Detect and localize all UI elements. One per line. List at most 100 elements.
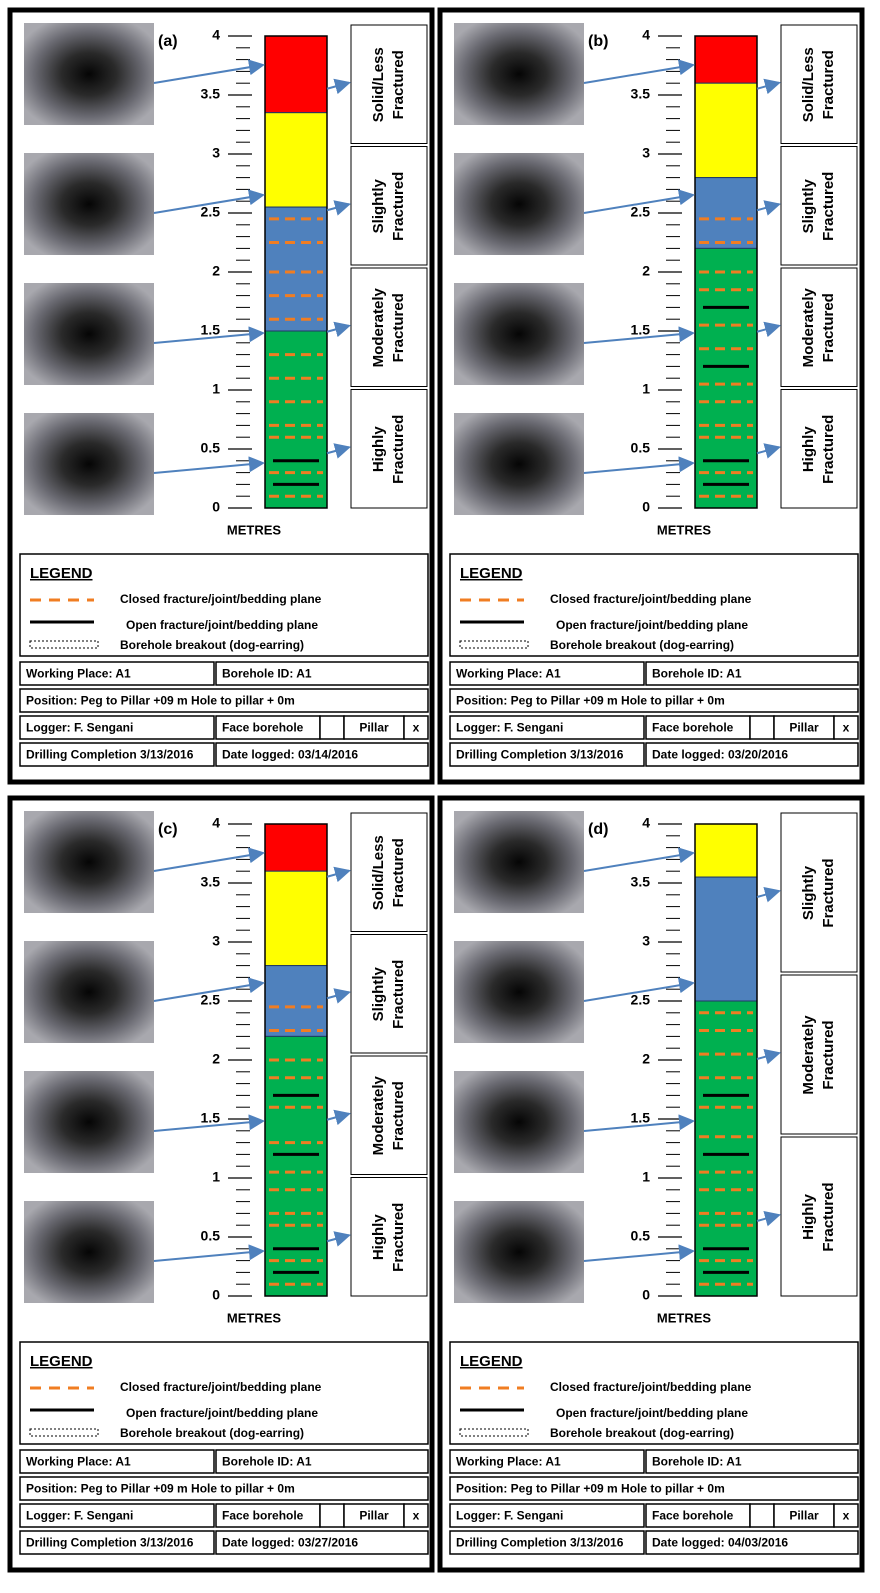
legend-open: Open fracture/joint/bedding plane — [556, 618, 748, 632]
y-tick-label: 0 — [642, 499, 650, 515]
class-label-line: Fractured — [820, 293, 837, 362]
class-label-line: Fractured — [390, 1081, 407, 1150]
y-tick-label: 2.5 — [631, 992, 651, 1008]
zone — [695, 178, 757, 249]
legend-open: Open fracture/joint/bedding plane — [556, 1406, 748, 1420]
zone — [695, 1001, 757, 1296]
y-tick-label: 1 — [212, 1169, 220, 1185]
y-tick-label: 1.5 — [631, 322, 651, 338]
panel: 00.511.522.533.54METRES(a)Solid/LessFrac… — [10, 10, 432, 782]
borehole-photo — [24, 23, 154, 125]
legend-open: Open fracture/joint/bedding plane — [126, 1406, 318, 1420]
drilling-completion: Drilling Completion 3/13/2016 — [456, 1536, 624, 1550]
legend-breakout-swatch — [30, 1429, 98, 1436]
position: Position: Peg to Pillar +09 m Hole to pi… — [456, 1482, 725, 1496]
borehole-photo — [24, 1071, 154, 1173]
legend-open: Open fracture/joint/bedding plane — [126, 618, 318, 632]
drilling-completion: Drilling Completion 3/13/2016 — [26, 748, 194, 762]
position: Position: Peg to Pillar +09 m Hole to pi… — [456, 694, 725, 708]
legend-closed: Closed fracture/joint/bedding plane — [120, 592, 322, 606]
y-tick-label: 1 — [642, 1169, 650, 1185]
pillar: Pillar — [789, 721, 819, 735]
y-tick-label: 3 — [642, 145, 650, 161]
y-tick-label: 0.5 — [201, 440, 221, 456]
legend-breakout: Borehole breakout (dog-earring) — [550, 1426, 734, 1440]
date-logged: Date logged: 03/27/2016 — [222, 1536, 358, 1550]
face-borehole: Face borehole — [652, 721, 734, 735]
y-tick-label: 0.5 — [201, 1228, 221, 1244]
borehole-photo — [24, 811, 154, 913]
face-borehole: Face borehole — [222, 721, 304, 735]
y-tick-label: 2 — [642, 1051, 650, 1067]
class-label-line: Highly — [800, 1193, 817, 1239]
class-label-line: Slightly — [800, 179, 817, 234]
panel-label: (c) — [158, 821, 178, 838]
borehole-photo — [454, 23, 584, 125]
pillar-mark: x — [413, 721, 420, 735]
logger: Logger: F. Sengani — [26, 721, 133, 735]
legend-title: LEGEND — [30, 1353, 93, 1370]
face-borehole: Face borehole — [222, 1509, 304, 1523]
zone — [265, 871, 327, 965]
class-label-line: Fractured — [820, 415, 837, 484]
class-label-line: Moderately — [800, 1015, 817, 1095]
drilling-completion: Drilling Completion 3/13/2016 — [456, 748, 624, 762]
class-label-line: Moderately — [370, 288, 387, 368]
axis-label: METRES — [227, 1310, 282, 1325]
legend-closed: Closed fracture/joint/bedding plane — [550, 1380, 752, 1394]
class-label-line: Fractured — [390, 50, 407, 119]
pillar: Pillar — [359, 721, 389, 735]
pillar-mark: x — [413, 1509, 420, 1523]
legend-breakout-swatch — [30, 641, 98, 648]
y-tick-label: 2 — [212, 263, 220, 279]
working-place: Working Place: A1 — [26, 667, 131, 681]
class-label-line: Highly — [370, 1214, 387, 1260]
legend-closed: Closed fracture/joint/bedding plane — [120, 1380, 322, 1394]
legend-breakout-swatch — [460, 641, 528, 648]
legend-closed: Closed fracture/joint/bedding plane — [550, 592, 752, 606]
panel-label: (b) — [588, 33, 608, 50]
class-label-line: Slightly — [370, 179, 387, 234]
pillar: Pillar — [789, 1509, 819, 1523]
position: Position: Peg to Pillar +09 m Hole to pi… — [26, 694, 295, 708]
panel-label: (a) — [158, 33, 178, 50]
y-tick-label: 1 — [212, 381, 220, 397]
position: Position: Peg to Pillar +09 m Hole to pi… — [26, 1482, 295, 1496]
panel: 00.511.522.533.54METRES(b)Solid/LessFrac… — [440, 10, 862, 782]
y-tick-label: 0 — [642, 1287, 650, 1303]
pillar-mark: x — [843, 1509, 850, 1523]
borehole-photo — [454, 941, 584, 1043]
y-tick-label: 0.5 — [631, 440, 651, 456]
borehole-photo — [454, 811, 584, 913]
y-tick-label: 3 — [212, 933, 220, 949]
borehole-photo — [454, 1071, 584, 1173]
info-cell — [320, 1504, 344, 1527]
y-tick-label: 2.5 — [631, 204, 651, 220]
zone — [695, 83, 757, 177]
y-tick-label: 3.5 — [631, 86, 651, 102]
borehole-photo — [454, 153, 584, 255]
logger: Logger: F. Sengani — [26, 1509, 133, 1523]
zone — [695, 248, 757, 508]
zone — [695, 36, 757, 83]
class-label-line: Fractured — [820, 172, 837, 241]
class-label-line: Highly — [800, 426, 817, 472]
borehole-photo — [24, 153, 154, 255]
borehole-id: Borehole ID: A1 — [652, 667, 742, 681]
class-label-line: Fractured — [820, 1182, 837, 1251]
y-tick-label: 2 — [642, 263, 650, 279]
info-cell — [750, 716, 774, 739]
legend-breakout: Borehole breakout (dog-earring) — [550, 638, 734, 652]
drilling-completion: Drilling Completion 3/13/2016 — [26, 1536, 194, 1550]
pillar-mark: x — [843, 721, 850, 735]
zone — [265, 966, 327, 1037]
y-tick-label: 3.5 — [201, 874, 221, 890]
legend-breakout: Borehole breakout (dog-earring) — [120, 1426, 304, 1440]
y-tick-label: 3 — [212, 145, 220, 161]
logger: Logger: F. Sengani — [456, 721, 563, 735]
class-label-line: Fractured — [390, 293, 407, 362]
y-tick-label: 0 — [212, 499, 220, 515]
class-label-line: Fractured — [390, 172, 407, 241]
legend-breakout: Borehole breakout (dog-earring) — [120, 638, 304, 652]
y-tick-label: 3.5 — [631, 874, 651, 890]
